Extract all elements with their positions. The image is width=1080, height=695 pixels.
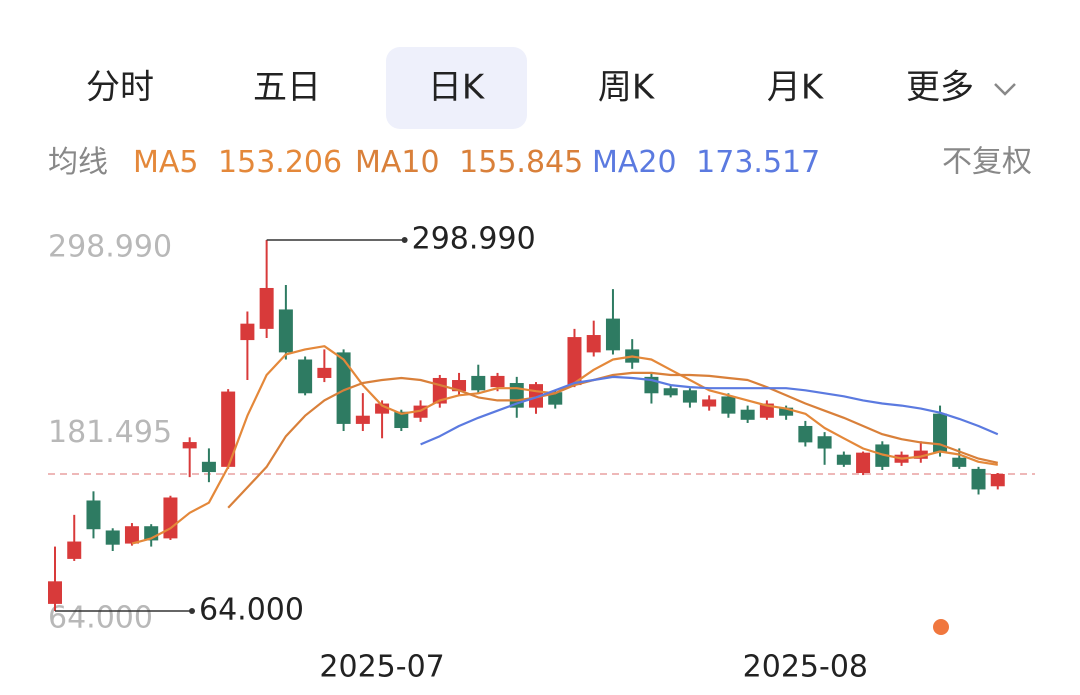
active-tab-bg xyxy=(386,47,527,129)
candle-body xyxy=(201,461,216,473)
candle-body xyxy=(452,380,467,392)
tab[interactable]: 分时 xyxy=(86,68,154,108)
ma-line xyxy=(131,345,998,545)
candle-body xyxy=(490,375,505,388)
x-tick-label: 2025-07 xyxy=(319,650,444,685)
candle-body xyxy=(740,409,755,420)
ma-legend: 均线 MA5 153.206 MA10 155.845 MA20 173.517 xyxy=(48,145,820,180)
y-tick-label: 64.000 xyxy=(48,601,153,636)
candle-body xyxy=(817,436,832,449)
candle-body xyxy=(105,530,120,545)
candle-body xyxy=(971,468,986,490)
min-label: 64.000 xyxy=(199,593,304,628)
legend-value: 153.206 xyxy=(218,145,342,180)
candle-body xyxy=(336,352,351,424)
candle-body xyxy=(605,318,620,351)
tab[interactable]: 更多 xyxy=(906,68,974,108)
candle-body xyxy=(952,457,967,467)
candle-body xyxy=(548,392,563,405)
tab[interactable]: 日K xyxy=(428,68,486,108)
candle-body xyxy=(779,407,794,416)
max-dot xyxy=(401,237,408,243)
legend-value: 173.517 xyxy=(696,145,820,180)
candle-body xyxy=(124,526,139,544)
candle-body xyxy=(259,287,274,329)
candle-body xyxy=(663,388,678,396)
candle-body xyxy=(702,399,717,407)
ma-legend-title: 均线 xyxy=(48,145,108,180)
tab[interactable]: 周K xyxy=(598,68,656,108)
tab[interactable]: 月K xyxy=(767,68,825,108)
max-label: 298.990 xyxy=(412,222,536,257)
candle-body xyxy=(298,359,313,394)
candle-body xyxy=(67,541,82,559)
candle-body xyxy=(375,403,390,414)
adjust-mode[interactable]: 不复权 xyxy=(942,145,1032,180)
candle-body xyxy=(278,309,293,353)
ma-line xyxy=(227,371,999,509)
candle-body xyxy=(721,396,736,414)
y-tick-label: 181.495 xyxy=(48,415,172,450)
legend-value: 155.845 xyxy=(459,145,583,180)
candle-body xyxy=(567,337,582,386)
candle-body xyxy=(355,415,370,424)
candle-body xyxy=(471,375,486,391)
candle-body xyxy=(394,411,409,429)
candle-body xyxy=(990,473,1005,487)
candle-body xyxy=(875,444,890,467)
candle-body xyxy=(48,581,62,604)
event-marker[interactable] xyxy=(933,619,949,635)
y-tick-label: 298.990 xyxy=(48,230,172,265)
legend-name: MA10 xyxy=(355,145,440,180)
more-chevron[interactable] xyxy=(994,83,1016,96)
candle-body xyxy=(933,413,948,453)
tab-bar: 分时 五日 日K 周K 月K 更多 xyxy=(86,68,974,108)
candle-body xyxy=(182,442,197,449)
candle-body xyxy=(682,390,697,403)
min-dot xyxy=(189,608,195,614)
candle-body xyxy=(221,391,236,467)
candle-body xyxy=(86,500,101,530)
ma-line xyxy=(420,375,999,446)
candle-body xyxy=(317,367,332,378)
candle-body xyxy=(913,450,928,459)
tab[interactable]: 五日 xyxy=(253,68,321,108)
candle-body xyxy=(163,497,178,539)
candle-body xyxy=(798,425,813,443)
candle-body xyxy=(240,323,255,341)
x-tick-label: 2025-08 xyxy=(743,650,868,685)
legend-name: MA20 xyxy=(592,145,677,180)
candle-body xyxy=(586,335,601,353)
candle-body xyxy=(856,452,871,474)
legend-name: MA5 xyxy=(133,145,199,180)
plot-area: 298.990 181.495 64.000 2025-07 2025-08 298.99… xyxy=(48,222,1035,685)
candle-body xyxy=(836,454,851,465)
